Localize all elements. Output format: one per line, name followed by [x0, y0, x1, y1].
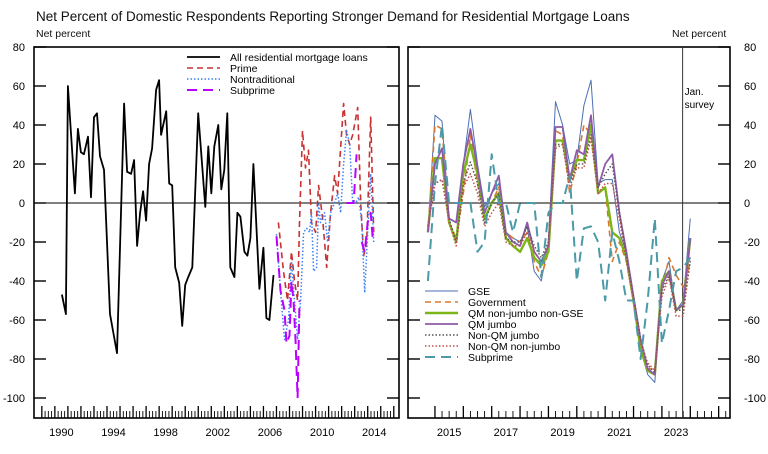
- series-line-non-qm-non-jumbo: [427, 137, 692, 372]
- survey-annotation: survey: [685, 100, 714, 111]
- chart-title: Net Percent of Domestic Respondents Repo…: [36, 9, 630, 24]
- x-tick-label: 2023: [664, 427, 688, 439]
- y-tick-label: -40: [744, 276, 760, 288]
- x-tick-label: 2002: [206, 427, 230, 439]
- x-tick-label: 2021: [607, 427, 631, 439]
- legend-label: Non-QM jumbo: [468, 330, 539, 342]
- y-tick-label: -20: [744, 237, 760, 249]
- y-tick-label: -40: [9, 276, 25, 288]
- y-tick-label: 60: [744, 81, 756, 93]
- legend-label: Non-QM non-jumbo: [468, 341, 560, 353]
- series-line-government: [427, 124, 692, 370]
- legend-label: GSE: [468, 286, 490, 298]
- series-line-nontraditional: [275, 130, 375, 341]
- x-tick-label: 2006: [258, 427, 282, 439]
- y-tick-label: 0: [744, 198, 750, 210]
- y-tick-label: -80: [9, 354, 25, 366]
- panel-right: 80 60 40 20 0 -20 -40 -60 -80 -100 2015 2017 2019 202…: [407, 42, 766, 439]
- series-line-subprime: [426, 124, 692, 360]
- legend-label: Subprime: [468, 352, 513, 364]
- legend-label: QM jumbo: [468, 319, 517, 331]
- y-tick-label: 80: [13, 42, 25, 54]
- right-y-axis-label: Net percent: [672, 28, 727, 40]
- x-tick-label: 1990: [49, 427, 73, 439]
- panel-left: 80 60 40 20 0 -20 -40 -60 -80 -100 1990 1994 1998 200…: [3, 42, 400, 439]
- x-tick-label: 2014: [362, 427, 386, 439]
- y-tick-label: 0: [19, 198, 25, 210]
- y-tick-label: 20: [13, 159, 25, 171]
- y-tick-label: 20: [744, 159, 756, 171]
- y-tick-label: -100: [3, 393, 25, 405]
- legend-label: All residential mortgage loans: [230, 52, 368, 64]
- x-tick-label: 2010: [310, 427, 334, 439]
- x-tick-label: 1998: [153, 427, 177, 439]
- x-tick-label: 2017: [494, 427, 518, 439]
- legend-label: Subprime: [230, 85, 275, 97]
- x-tick-label: 1994: [101, 427, 125, 439]
- series-line-qm-jumbo: [427, 114, 692, 376]
- y-tick-label: 40: [13, 120, 25, 132]
- legend-label: Prime: [230, 63, 258, 75]
- survey-annotation: Jan.: [685, 87, 704, 98]
- left-y-axis-label: Net percent: [36, 28, 91, 40]
- y-tick-label: 60: [13, 81, 25, 93]
- plot-frame: [407, 46, 731, 419]
- series-line-prime: [277, 102, 375, 302]
- y-tick-label: -60: [744, 315, 760, 327]
- y-tick-label: -100: [744, 393, 766, 405]
- y-tick-label: 40: [744, 120, 756, 132]
- legend-label: Government: [468, 297, 526, 309]
- x-tick-label: 2019: [550, 427, 574, 439]
- x-tick-label: 2015: [437, 427, 461, 439]
- y-tick-label: 80: [744, 42, 756, 54]
- series-line-subprime: [275, 154, 374, 399]
- legend-label: Nontraditional: [230, 74, 295, 86]
- y-tick-label: -20: [9, 237, 25, 249]
- y-tick-label: -80: [744, 354, 760, 366]
- y-tick-label: -60: [9, 315, 25, 327]
- legend-label: QM non-jumbo non-GSE: [468, 308, 584, 320]
- plot-frame: [33, 46, 400, 419]
- series-line-all-residential-mortgage-loans: [61, 79, 275, 354]
